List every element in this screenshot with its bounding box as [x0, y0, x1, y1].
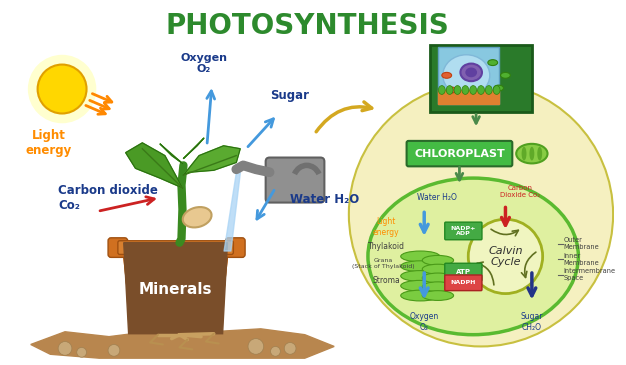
Ellipse shape [537, 147, 542, 161]
Ellipse shape [485, 86, 492, 95]
Text: Minerals: Minerals [139, 282, 212, 297]
Polygon shape [126, 143, 182, 188]
Text: Thylakoid: Thylakoid [367, 242, 404, 251]
Circle shape [468, 219, 543, 293]
Circle shape [248, 339, 264, 354]
Ellipse shape [401, 280, 440, 291]
Ellipse shape [516, 144, 548, 164]
FancyBboxPatch shape [225, 238, 245, 257]
Polygon shape [438, 90, 498, 104]
Text: NADP+
ADP: NADP+ ADP [451, 226, 476, 237]
Ellipse shape [454, 86, 461, 95]
Polygon shape [123, 247, 228, 332]
Circle shape [284, 342, 296, 354]
Text: Oxygen
O₂: Oxygen O₂ [180, 53, 227, 74]
Text: ATP: ATP [456, 269, 471, 275]
Ellipse shape [470, 86, 476, 95]
Text: Outer
Membrane: Outer Membrane [563, 237, 599, 250]
Ellipse shape [401, 261, 440, 272]
Polygon shape [124, 243, 227, 334]
Text: Calvin
Cycle: Calvin Cycle [488, 246, 523, 267]
Ellipse shape [423, 264, 454, 274]
Text: Sugar: Sugar [270, 89, 309, 102]
Polygon shape [31, 329, 334, 358]
Polygon shape [183, 146, 240, 175]
FancyBboxPatch shape [118, 241, 233, 254]
Text: Grana
(Stack of Thylakoid): Grana (Stack of Thylakoid) [352, 258, 414, 269]
Circle shape [270, 346, 280, 356]
FancyBboxPatch shape [407, 141, 512, 166]
Ellipse shape [461, 64, 482, 81]
Text: Carbon
Dioxide Co₂: Carbon Dioxide Co₂ [500, 185, 540, 198]
Ellipse shape [465, 68, 477, 77]
Text: Water H₂O: Water H₂O [417, 193, 457, 201]
Ellipse shape [183, 207, 212, 227]
FancyBboxPatch shape [108, 238, 128, 257]
Ellipse shape [349, 82, 613, 346]
Circle shape [28, 55, 96, 123]
Ellipse shape [530, 147, 535, 161]
Circle shape [58, 342, 72, 355]
Ellipse shape [442, 72, 451, 78]
Ellipse shape [401, 270, 440, 281]
Ellipse shape [447, 87, 456, 93]
Ellipse shape [462, 86, 469, 95]
Ellipse shape [423, 255, 454, 265]
FancyBboxPatch shape [444, 222, 482, 240]
Text: PHOTOSYNTHESIS: PHOTOSYNTHESIS [166, 12, 449, 40]
Ellipse shape [521, 147, 526, 161]
Polygon shape [183, 138, 204, 158]
FancyBboxPatch shape [444, 263, 482, 281]
Ellipse shape [478, 86, 485, 95]
Polygon shape [160, 144, 182, 164]
Circle shape [38, 65, 86, 114]
Ellipse shape [423, 291, 454, 300]
Ellipse shape [438, 86, 445, 95]
Ellipse shape [488, 59, 498, 66]
Text: Sugar
CH₂O: Sugar CH₂O [521, 312, 543, 331]
Text: NADPH: NADPH [451, 280, 476, 285]
Text: Light
energy: Light energy [25, 129, 71, 157]
Ellipse shape [368, 178, 578, 335]
Circle shape [108, 345, 120, 356]
FancyBboxPatch shape [430, 45, 532, 112]
Ellipse shape [501, 72, 510, 78]
Circle shape [77, 347, 86, 357]
Text: Water H₂O: Water H₂O [290, 193, 359, 206]
Text: Inner
Membrane: Inner Membrane [563, 253, 599, 266]
Text: Stroma: Stroma [372, 276, 400, 285]
Ellipse shape [423, 282, 454, 292]
Ellipse shape [493, 86, 500, 95]
Text: Carbon dioxide
Co₂: Carbon dioxide Co₂ [58, 184, 158, 212]
Ellipse shape [423, 273, 454, 283]
Ellipse shape [401, 251, 440, 262]
Text: CHLOROPLAST: CHLOROPLAST [414, 149, 505, 159]
Ellipse shape [443, 55, 490, 96]
Text: Intermembrane
Space: Intermembrane Space [563, 269, 615, 281]
Text: Light
energy: Light energy [372, 217, 399, 237]
Ellipse shape [494, 85, 503, 91]
FancyBboxPatch shape [444, 275, 482, 291]
Ellipse shape [446, 86, 453, 95]
FancyBboxPatch shape [438, 47, 498, 104]
Ellipse shape [401, 290, 440, 301]
Text: Oxygen
O₂: Oxygen O₂ [409, 312, 439, 331]
FancyBboxPatch shape [265, 158, 324, 203]
